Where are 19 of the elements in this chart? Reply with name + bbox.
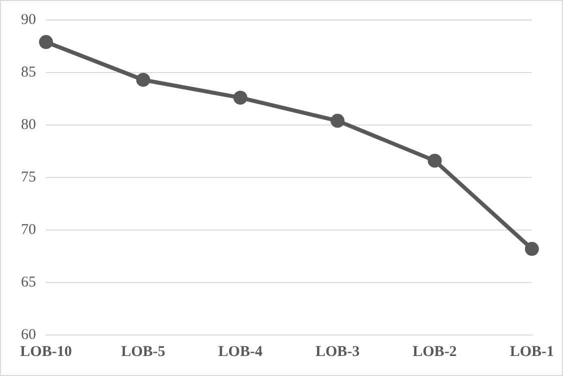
y-tick-label: 65 xyxy=(21,274,36,290)
y-tick-label: 85 xyxy=(21,64,36,80)
x-tick-label: LOB-2 xyxy=(412,344,457,360)
y-tick-label: 75 xyxy=(21,169,36,186)
point xyxy=(524,242,539,256)
x-tick-label: LOB-3 xyxy=(315,344,360,360)
x-tick-label: LOB-4 xyxy=(218,344,263,360)
x-tick-label: LOB-5 xyxy=(121,344,166,360)
point xyxy=(233,90,248,105)
y-tick-label: 70 xyxy=(21,222,36,238)
point xyxy=(136,72,150,87)
y-tick-label: 80 xyxy=(21,116,36,133)
point xyxy=(39,35,53,50)
y-tick-label: 60 xyxy=(21,326,36,343)
point xyxy=(330,114,345,128)
y-tick-label: 90 xyxy=(21,12,36,28)
x-tick-label: LOB-1 xyxy=(510,344,554,360)
point xyxy=(428,154,442,168)
x-tick-label: LOB-10 xyxy=(20,344,72,360)
